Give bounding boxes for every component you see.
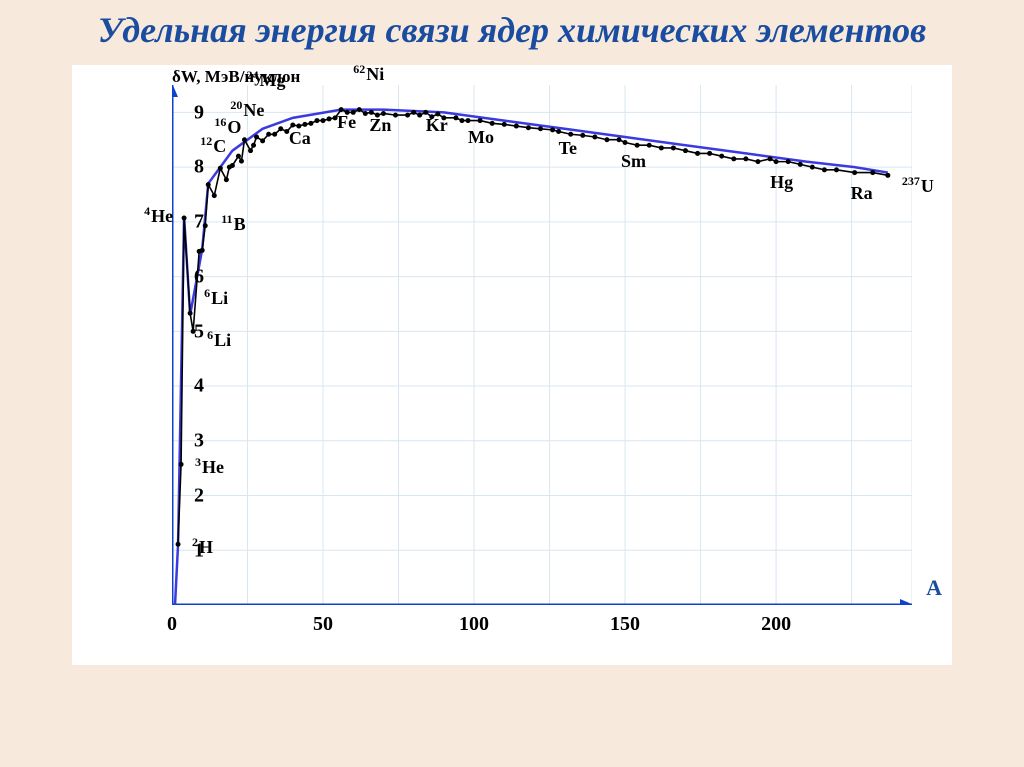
element-label: 62Ni	[353, 62, 384, 85]
element-label: 4He	[144, 204, 173, 227]
element-label: Te	[559, 138, 577, 159]
y-tick: 8	[194, 156, 204, 179]
binding-energy-chart: δW, МэВ/нуклон A 123456789 050100150200 …	[72, 65, 952, 665]
element-label: 6Li	[204, 286, 228, 309]
element-label: Ca	[289, 128, 311, 149]
element-label: 237U	[902, 174, 934, 197]
y-tick: 6	[194, 265, 204, 288]
x-tick: 100	[459, 613, 489, 636]
y-tick: 2	[194, 484, 204, 507]
slide: Удельная энергия связи ядер химических э…	[0, 0, 1024, 767]
element-label: 2H	[192, 535, 213, 558]
element-label: Zn	[369, 115, 391, 136]
x-axis-label: A	[926, 575, 942, 601]
y-tick: 7	[194, 211, 204, 234]
plot-area	[172, 85, 912, 605]
element-label: Hg	[770, 172, 793, 193]
element-label: Sm	[621, 151, 646, 172]
element-label: Ra	[851, 183, 873, 204]
x-tick: 50	[313, 613, 333, 636]
element-label: 24Mg	[246, 68, 285, 91]
element-label: Kr	[426, 115, 448, 136]
page-title: Удельная энергия связи ядер химических э…	[0, 0, 1024, 59]
y-tick: 3	[194, 430, 204, 453]
element-label: Mo	[468, 127, 494, 148]
x-tick: 200	[761, 613, 791, 636]
y-tick: 4	[194, 375, 204, 398]
element-label: 11B	[221, 212, 245, 235]
element-label: 3He	[195, 455, 224, 478]
element-label: 6Li	[207, 328, 231, 351]
x-tick: 150	[610, 613, 640, 636]
chart-svg	[172, 85, 912, 605]
element-label: 20Ne	[230, 98, 264, 121]
y-tick: 5	[194, 320, 204, 343]
y-tick: 9	[194, 101, 204, 124]
element-label: Fe	[337, 112, 356, 133]
x-tick: 0	[167, 613, 177, 636]
